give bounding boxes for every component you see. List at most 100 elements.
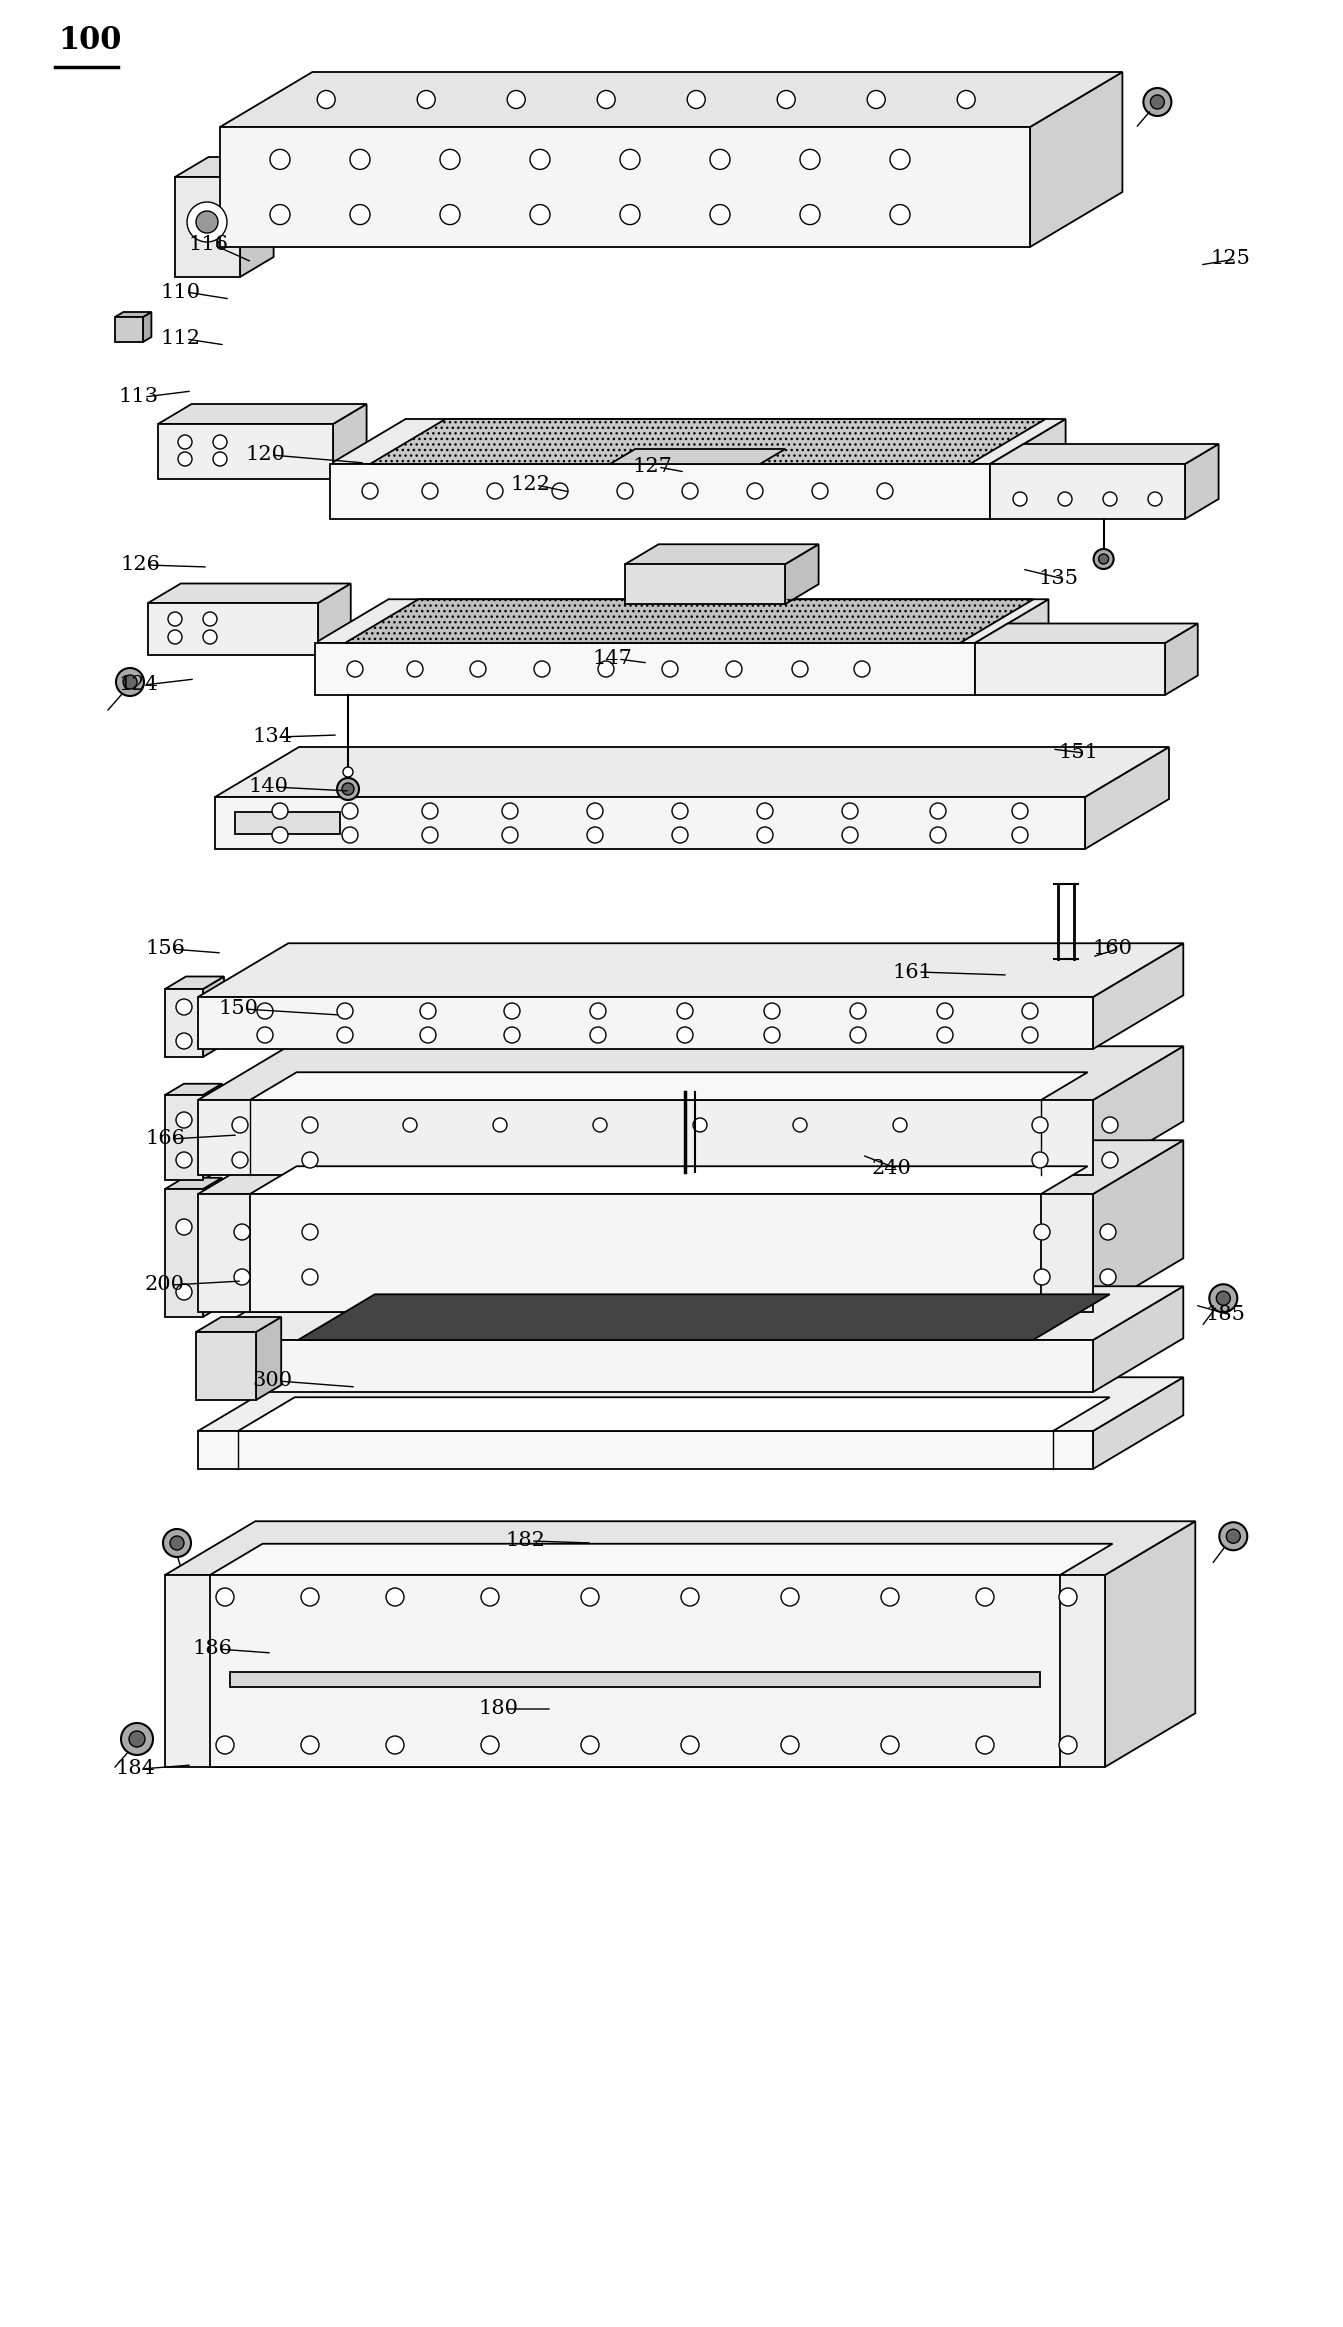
- Circle shape: [407, 661, 423, 677]
- Circle shape: [171, 1536, 184, 1550]
- Circle shape: [890, 149, 911, 170]
- Polygon shape: [115, 316, 142, 342]
- Circle shape: [273, 803, 287, 819]
- Polygon shape: [298, 1294, 1109, 1340]
- Circle shape: [1151, 95, 1164, 109]
- Polygon shape: [316, 642, 975, 696]
- Polygon shape: [148, 584, 351, 603]
- Circle shape: [420, 1026, 436, 1042]
- Circle shape: [302, 1268, 318, 1285]
- Circle shape: [800, 149, 821, 170]
- Circle shape: [1100, 1268, 1116, 1285]
- Circle shape: [168, 631, 183, 645]
- Polygon shape: [197, 1194, 1093, 1312]
- Polygon shape: [1093, 942, 1183, 1049]
- Circle shape: [677, 1026, 693, 1042]
- Polygon shape: [786, 545, 819, 605]
- Polygon shape: [165, 1096, 203, 1180]
- Circle shape: [530, 205, 551, 226]
- Circle shape: [1100, 1224, 1116, 1240]
- Text: 200: 200: [145, 1275, 185, 1294]
- Circle shape: [115, 668, 144, 696]
- Circle shape: [270, 149, 290, 170]
- Circle shape: [747, 484, 763, 498]
- Text: 166: 166: [145, 1129, 185, 1150]
- Circle shape: [677, 1003, 693, 1019]
- Circle shape: [216, 1736, 234, 1755]
- Polygon shape: [165, 977, 224, 989]
- Polygon shape: [210, 1575, 1060, 1766]
- Circle shape: [176, 1033, 192, 1049]
- Circle shape: [682, 484, 698, 498]
- Circle shape: [342, 782, 355, 796]
- Polygon shape: [158, 405, 367, 424]
- Circle shape: [502, 826, 518, 842]
- Circle shape: [1034, 1224, 1050, 1240]
- Circle shape: [1034, 1268, 1050, 1285]
- Circle shape: [508, 91, 525, 109]
- Polygon shape: [1185, 444, 1218, 519]
- Polygon shape: [220, 72, 1123, 128]
- Circle shape: [187, 202, 227, 242]
- Polygon shape: [165, 1084, 222, 1096]
- Circle shape: [346, 661, 363, 677]
- Polygon shape: [197, 942, 1183, 996]
- Circle shape: [764, 1026, 780, 1042]
- Circle shape: [727, 661, 741, 677]
- Polygon shape: [1093, 1140, 1183, 1312]
- Polygon shape: [990, 463, 1185, 519]
- Circle shape: [301, 1736, 320, 1755]
- Circle shape: [710, 205, 731, 226]
- Circle shape: [420, 1003, 436, 1019]
- Polygon shape: [990, 444, 1218, 463]
- Circle shape: [582, 1587, 599, 1606]
- Circle shape: [778, 91, 795, 109]
- Polygon shape: [990, 419, 1065, 519]
- Circle shape: [337, 1026, 353, 1042]
- Polygon shape: [250, 1194, 1041, 1312]
- Polygon shape: [610, 449, 786, 463]
- Circle shape: [850, 1026, 866, 1042]
- Circle shape: [587, 826, 603, 842]
- Polygon shape: [1164, 624, 1198, 696]
- Circle shape: [1022, 1026, 1038, 1042]
- Circle shape: [121, 1722, 153, 1755]
- Polygon shape: [975, 600, 1049, 696]
- Circle shape: [1060, 1736, 1077, 1755]
- Polygon shape: [197, 1101, 1093, 1175]
- Circle shape: [176, 1219, 192, 1236]
- Text: 125: 125: [1210, 249, 1250, 268]
- Circle shape: [179, 435, 192, 449]
- Text: 240: 240: [872, 1159, 912, 1177]
- Circle shape: [1099, 554, 1108, 563]
- Circle shape: [552, 484, 568, 498]
- Circle shape: [850, 1003, 866, 1019]
- Text: 156: 156: [145, 940, 185, 959]
- Circle shape: [1060, 1587, 1077, 1606]
- Circle shape: [1143, 88, 1171, 116]
- Polygon shape: [345, 600, 1034, 642]
- Text: 300: 300: [252, 1371, 293, 1392]
- Circle shape: [958, 91, 975, 109]
- Polygon shape: [220, 128, 1030, 247]
- Polygon shape: [165, 989, 203, 1056]
- Circle shape: [620, 205, 641, 226]
- Circle shape: [441, 205, 461, 226]
- Circle shape: [1209, 1285, 1237, 1312]
- Text: 151: 151: [1058, 745, 1099, 763]
- Polygon shape: [257, 1317, 281, 1401]
- Polygon shape: [1093, 1378, 1183, 1468]
- Circle shape: [662, 661, 678, 677]
- Circle shape: [481, 1736, 500, 1755]
- Circle shape: [587, 803, 603, 819]
- Circle shape: [929, 803, 945, 819]
- Circle shape: [976, 1736, 994, 1755]
- Circle shape: [203, 612, 218, 626]
- Circle shape: [385, 1587, 404, 1606]
- Polygon shape: [333, 405, 367, 479]
- Polygon shape: [115, 312, 152, 316]
- Circle shape: [792, 661, 808, 677]
- Circle shape: [693, 1117, 706, 1131]
- Circle shape: [1013, 826, 1027, 842]
- Circle shape: [672, 826, 688, 842]
